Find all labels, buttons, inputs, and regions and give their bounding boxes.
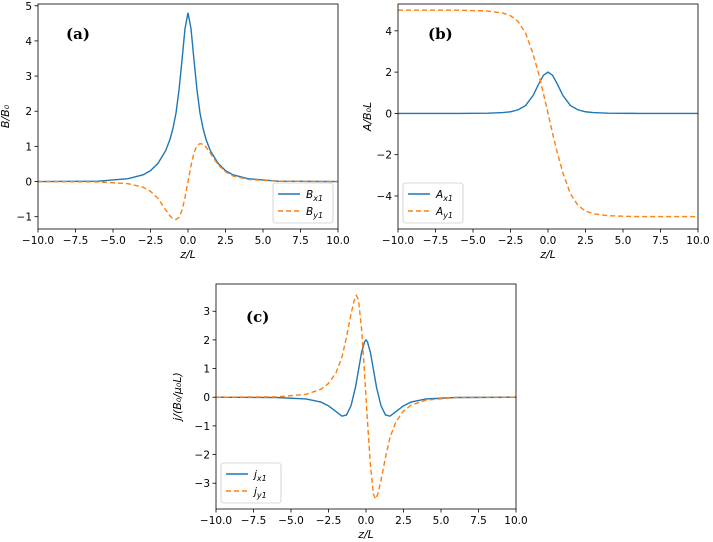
chart-panel-c: −10.0 −7.5 −5.0 −2.5 0.0 2.5 5.0 7.5 10.0 −3 −2 −1 0… (171, 283, 528, 541)
x-axis-label: z/L (539, 248, 556, 261)
y-tick-label: −1 (195, 421, 210, 433)
x-tick-label: −5.0 (460, 235, 486, 247)
x-tick-label: 10.0 (326, 235, 349, 247)
series-line-c-y1 (216, 293, 516, 501)
x-tick-label: −7.5 (63, 235, 89, 247)
series-line-b-x1 (398, 71, 698, 115)
panel-tag: (b) (428, 25, 453, 43)
x-tick-label: −2.5 (138, 235, 164, 247)
x-tick-label: 0.0 (358, 515, 375, 527)
y-tick-label: 0 (203, 392, 210, 404)
y-tick-label: −1 (17, 212, 32, 224)
y-tick-label: 5 (25, 1, 32, 13)
x-tick-label: −7.5 (241, 515, 267, 527)
x-tick-label: 10.0 (686, 235, 709, 247)
series-line-a-y1 (38, 142, 338, 221)
x-tick-label: −2.5 (316, 515, 342, 527)
y-tick-label: 1 (203, 364, 210, 376)
x-tick-label: 0.0 (540, 235, 557, 247)
y-tick-label: 0 (25, 177, 32, 189)
x-axis-label: z/L (179, 248, 196, 261)
x-tick-label: 5.0 (615, 235, 632, 247)
x-tick-label: 2.5 (577, 235, 594, 247)
y-tick-label: −4 (377, 191, 393, 203)
x-tick-label: 5.0 (255, 235, 272, 247)
x-tick-label: 10.0 (504, 515, 527, 527)
legend-label: jy1 (252, 486, 267, 500)
y-tick-label: 3 (203, 306, 210, 318)
legend-label: Bx1 (306, 189, 323, 203)
y-axis-label: j/(B₀/μ₀L) (171, 372, 184, 423)
y-axis-label: B/B₀ (0, 104, 12, 128)
x-tick-label: −7.5 (423, 235, 449, 247)
series-line-c-x1 (216, 338, 516, 417)
y-tick-label: 0 (385, 108, 392, 120)
chart-panel-a: −10.0 −7.5 −5.0 −2.5 0.0 2.5 5.0 7.5 10.0 −1 0 1 2 3 4… (0, 1, 350, 261)
y-tick-label: 4 (25, 36, 32, 48)
y-tick-label: 4 (385, 26, 392, 38)
y-tick-label: −2 (377, 150, 392, 162)
x-tick-label: −5.0 (100, 235, 126, 247)
x-tick-label: −10.0 (22, 235, 54, 247)
x-tick-label: 7.5 (652, 235, 669, 247)
legend-box (220, 462, 282, 504)
legend-box (402, 182, 464, 224)
x-tick-label: −10.0 (382, 235, 414, 247)
series-line-a-x1 (38, 12, 338, 183)
legend-label: jx1 (252, 469, 267, 483)
series-line-b-y1 (398, 9, 698, 218)
x-tick-label: −2.5 (498, 235, 524, 247)
y-tick-label: 2 (385, 67, 392, 79)
legend-box (272, 182, 334, 224)
x-tick-label: 2.5 (395, 515, 412, 527)
x-tick-label: 5.0 (433, 515, 450, 527)
x-tick-label: 7.5 (470, 515, 487, 527)
x-axis-label: z/L (357, 528, 374, 541)
y-tick-label: 1 (25, 141, 32, 153)
chart-panel-b: −10.0 −7.5 −5.0 −2.5 0.0 2.5 5.0 7.5 10.0 −4 −2 0 2 4… (361, 3, 710, 261)
legend-label: Ay1 (435, 206, 453, 220)
x-tick-label: 2.5 (217, 235, 234, 247)
x-tick-label: 0.0 (180, 235, 197, 247)
y-tick-label: 2 (25, 106, 32, 118)
legend-label: Ax1 (435, 189, 453, 203)
panel-tag: (c) (246, 308, 269, 326)
legend-label: By1 (306, 206, 323, 220)
y-axis-label: A/B₀L (361, 102, 374, 132)
y-tick-label: −2 (195, 450, 210, 462)
x-tick-label: 7.5 (292, 235, 309, 247)
y-tick-label: 3 (25, 71, 32, 83)
y-tick-label: −3 (195, 478, 210, 490)
y-tick-label: 2 (203, 335, 210, 347)
x-tick-label: −5.0 (278, 515, 304, 527)
panel-tag: (a) (66, 25, 90, 43)
x-tick-label: −10.0 (200, 515, 232, 527)
